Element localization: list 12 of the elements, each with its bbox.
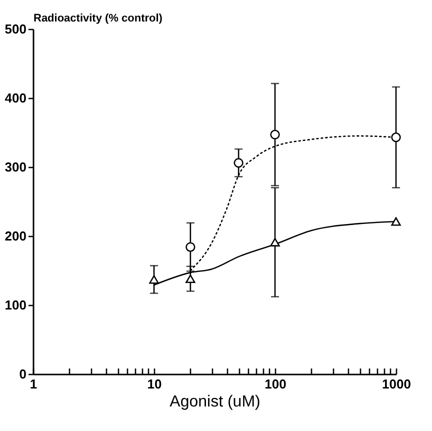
x-tick-label: 1: [30, 376, 38, 392]
y-tick-label: 0: [19, 366, 26, 382]
y-tick-label: 300: [4, 160, 26, 174]
y-tick-label: 200: [4, 228, 26, 244]
x-tick-label: 10: [147, 376, 162, 392]
x-tick-label: 1000: [382, 376, 411, 392]
y-tick-label: 400: [4, 90, 26, 106]
y-axis-title: Radioactivity (% control): [34, 12, 163, 24]
y-tick-label: 100: [4, 298, 26, 312]
x-tick-label: 100: [264, 376, 286, 392]
y-tick-label: 500: [4, 22, 26, 36]
x-axis-title: Agonist (uM): [170, 394, 260, 410]
